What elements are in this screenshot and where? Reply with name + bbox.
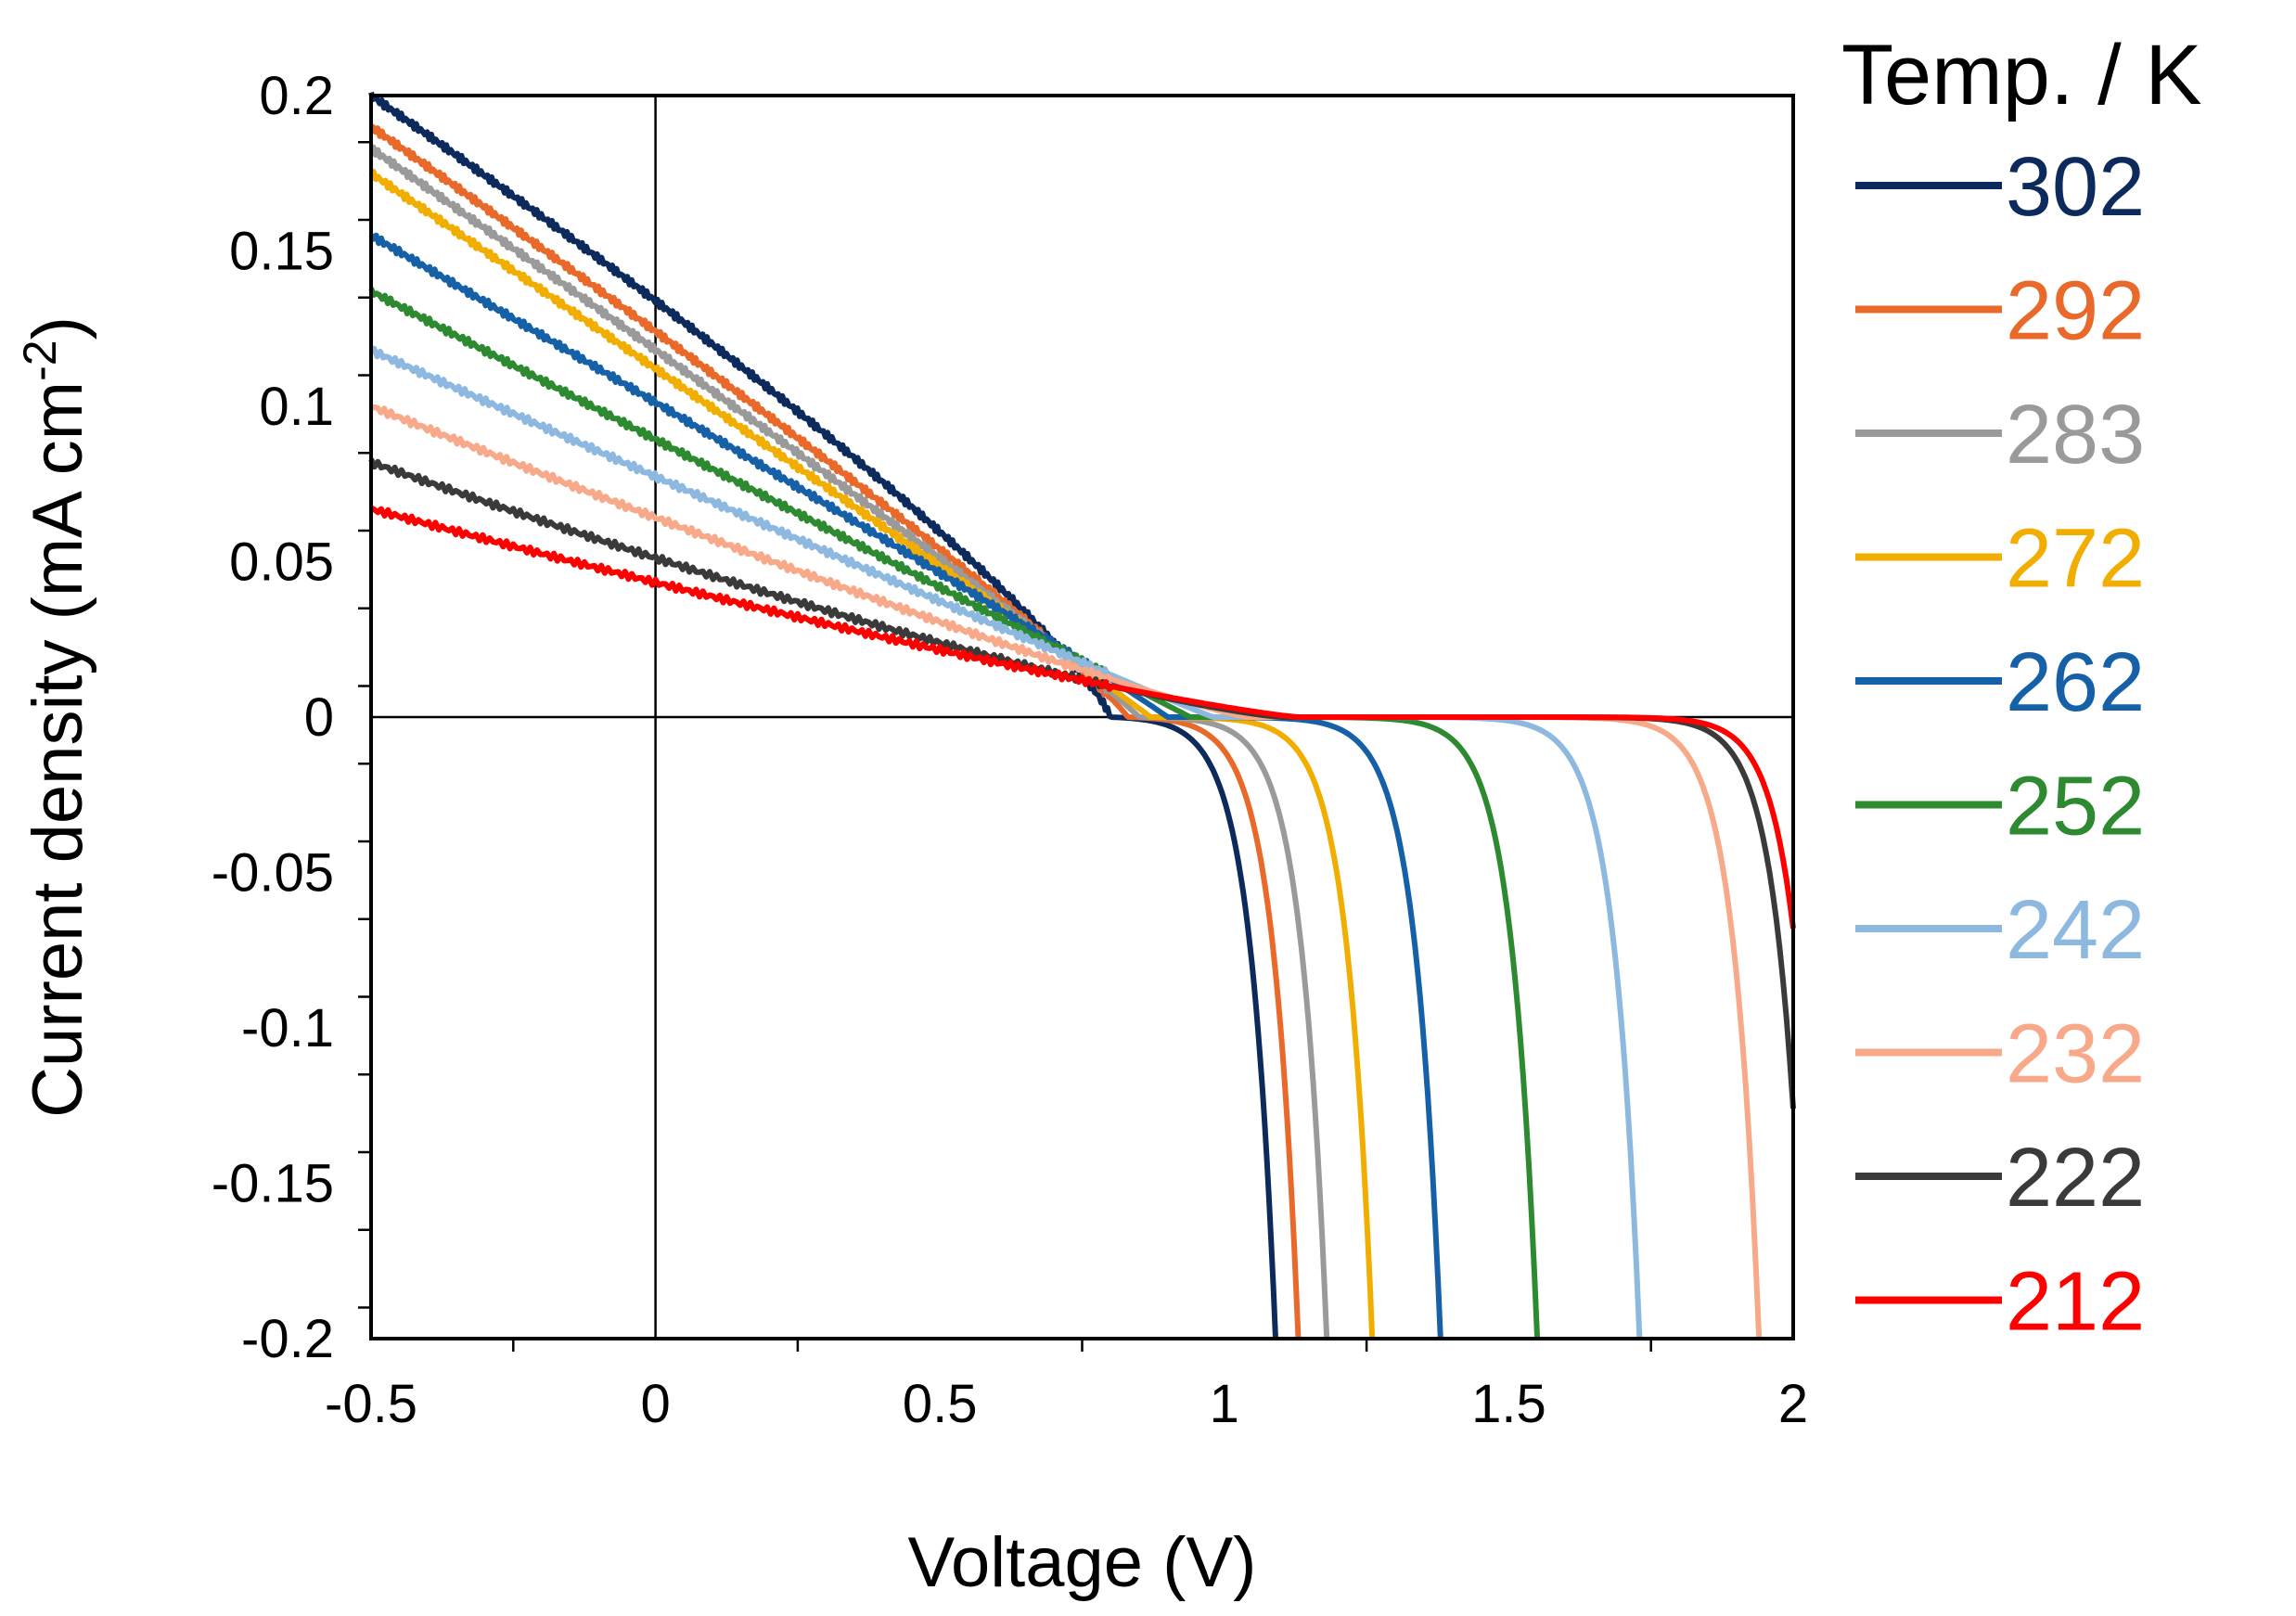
series-group (368, 91, 1796, 1340)
x-tick-label: 1 (1210, 1374, 1239, 1434)
legend-label-212: 212 (2006, 1256, 2145, 1349)
x-tick-labels: -0.5 0 0.5 1 1.5 2 (325, 1374, 1808, 1434)
x-tick-label: 2 (1778, 1374, 1808, 1434)
minor-ticks (358, 141, 1652, 1352)
x-tick-label: -0.5 (325, 1374, 417, 1434)
y-tick-label: 0.1 (259, 377, 334, 437)
series-line-262 (368, 232, 1443, 1340)
legend: Temp. / K 302 292 283 272 262 252 242 232 222 212 (1841, 28, 2202, 1349)
series-line-283 (368, 144, 1330, 1340)
y-tick-label: 0.05 (229, 532, 334, 593)
series-line-232 (370, 404, 1763, 1340)
legend-label-232: 232 (2006, 1008, 2145, 1101)
legend-label-242: 242 (2006, 884, 2145, 977)
y-tick-label: -0.1 (241, 998, 334, 1058)
legend-label-283: 283 (2006, 389, 2145, 481)
legend-items: 302 292 283 272 262 252 242 232 222 212 (1855, 141, 2145, 1349)
legend-label-292: 292 (2006, 265, 2145, 358)
series-line-242 (368, 345, 1643, 1340)
y-axis-title-superscript: -2 (14, 340, 66, 380)
y-tick-label: -0.2 (241, 1309, 334, 1369)
legend-label-272: 272 (2006, 513, 2145, 606)
series-line-212 (369, 505, 1796, 930)
y-axis-title: Current density (mA cm-2) (14, 316, 97, 1118)
y-tick-label: 0 (304, 687, 334, 748)
x-axis-title: Voltage (V) (908, 1523, 1257, 1602)
series-line-272 (368, 168, 1376, 1340)
y-axis-title-main: Current density (mA cm (19, 381, 97, 1118)
legend-label-222: 222 (2006, 1132, 2145, 1225)
legend-label-252: 252 (2006, 761, 2145, 853)
y-tick-label: -0.05 (212, 843, 334, 904)
y-tick-label: 0.2 (259, 66, 334, 126)
y-tick-label: 0.15 (229, 222, 334, 282)
legend-label-302: 302 (2006, 141, 2145, 234)
y-axis-title-close: ) (19, 316, 97, 340)
series-line-292 (369, 123, 1302, 1340)
x-tick-label: 0 (640, 1374, 670, 1434)
x-tick-label: 1.5 (1471, 1374, 1546, 1434)
legend-label-262: 262 (2006, 636, 2145, 729)
y-tick-labels: 0.2 0.15 0.1 0.05 0 -0.05 -0.1 -0.15 -0.2 (212, 66, 334, 1369)
series-line-302 (368, 91, 1278, 1340)
legend-title: Temp. / K (1841, 28, 2202, 122)
plot-area (358, 91, 1796, 1352)
y-tick-label: -0.15 (212, 1154, 334, 1214)
x-tick-label: 0.5 (903, 1374, 978, 1434)
